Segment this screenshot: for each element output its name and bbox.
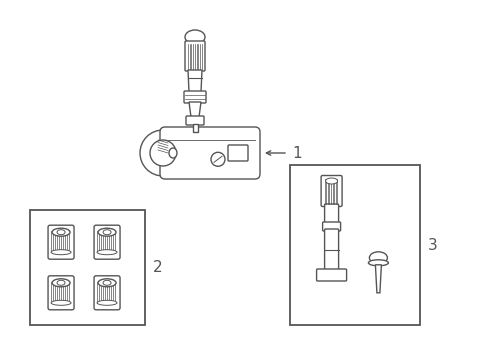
Ellipse shape [368,260,389,266]
FancyBboxPatch shape [186,116,204,125]
FancyBboxPatch shape [324,204,339,224]
FancyBboxPatch shape [228,145,248,161]
FancyBboxPatch shape [48,225,74,259]
Ellipse shape [98,279,116,287]
FancyBboxPatch shape [48,276,74,310]
Ellipse shape [369,252,388,264]
Text: 3: 3 [428,238,438,252]
FancyBboxPatch shape [324,229,339,271]
Ellipse shape [97,250,117,255]
Ellipse shape [57,230,65,235]
Bar [290,165,420,325]
Ellipse shape [98,228,116,236]
Text: 2: 2 [153,260,163,275]
Ellipse shape [103,230,111,235]
Ellipse shape [52,228,70,236]
Bar [30,210,145,325]
Ellipse shape [57,280,65,285]
Ellipse shape [169,148,177,158]
FancyBboxPatch shape [160,127,260,179]
Ellipse shape [103,280,111,285]
Circle shape [211,152,225,166]
Polygon shape [189,102,201,117]
FancyBboxPatch shape [321,175,342,207]
Polygon shape [375,265,381,293]
Ellipse shape [325,178,338,184]
Ellipse shape [51,250,71,255]
Ellipse shape [97,300,117,305]
Polygon shape [188,70,202,92]
FancyBboxPatch shape [94,276,120,310]
FancyBboxPatch shape [317,269,346,281]
Circle shape [140,130,186,176]
Circle shape [150,140,176,166]
Text: 1: 1 [292,145,302,161]
Ellipse shape [51,300,71,305]
FancyBboxPatch shape [322,222,341,231]
FancyBboxPatch shape [184,91,206,103]
Ellipse shape [185,30,205,44]
Bar [193,124,197,132]
FancyBboxPatch shape [94,225,120,259]
FancyBboxPatch shape [185,41,205,71]
Ellipse shape [52,279,70,287]
